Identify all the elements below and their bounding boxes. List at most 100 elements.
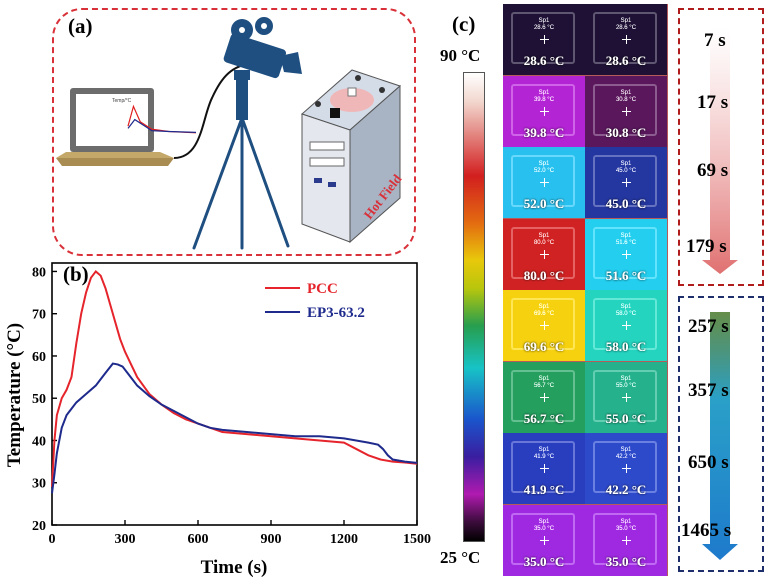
spot-readout: Sp1 42.2 °C: [585, 447, 667, 461]
spot-temp-small: 80.0 °C: [533, 239, 555, 246]
thermal-cell: Sp1 39.8 °C 39.8 °C: [503, 75, 585, 147]
spot-temp-small: 56.7 °C: [533, 382, 555, 389]
crosshair-icon: [540, 35, 549, 44]
crosshair-icon: [540, 106, 549, 116]
spot-temp-small: 69.6 °C: [533, 311, 555, 317]
cable: [173, 62, 253, 159]
spot-temp-small: 42.2 °C: [615, 454, 637, 460]
spot-temp-small: 35.0 °C: [615, 525, 637, 532]
cell-temperature: 41.9 °C: [523, 482, 565, 497]
thermal-cell: Sp1 56.7 °C 56.7 °C: [503, 361, 585, 433]
cell-temperature: 51.6 °C: [605, 267, 647, 283]
thermal-image-grid: Sp1 28.6 °C 28.6 °C Sp1 28.6 °C 28.6 °C Sp1 39.…: [503, 4, 668, 576]
scale-max-label: 90 °C: [440, 46, 481, 65]
crosshair-icon: [622, 35, 631, 44]
color-scale-bar: [463, 72, 485, 542]
setup-illustration: Temp/°C Hot Field: [56, 17, 405, 250]
video-camera-icon: [223, 17, 302, 80]
x-tick-label: 300: [115, 532, 136, 547]
time-arrow-early: [702, 28, 738, 274]
spot-temp-small: 35.0 °C: [533, 525, 555, 532]
time-label-7s: 7 s: [704, 30, 726, 51]
temperature-chart: 0 300 600 900 1200 1500 20 30 40 50 60 70 80 PCC EP3…: [4, 262, 431, 578]
y-tick-label: 60: [32, 350, 46, 365]
cell-temperature: 42.2 °C: [605, 482, 647, 497]
spot-readout: Sp1 28.6 °C: [585, 18, 667, 32]
legend-label-ep3-63-2: EP3-63.2: [307, 305, 365, 321]
panel-b-label: (b): [63, 262, 89, 286]
spot-temp-small: 39.8 °C: [533, 96, 555, 103]
y-tick-label: 50: [32, 392, 46, 407]
y-tick-label: 80: [32, 265, 46, 280]
spot-readout: Sp1 35.0 °C: [503, 519, 585, 533]
cell-temperature: 69.6 °C: [523, 339, 565, 354]
spot-temp-small: 55.0 °C: [615, 382, 637, 389]
spot-label: Sp1: [538, 18, 550, 24]
spot-temp-small: 28.6 °C: [533, 25, 555, 31]
legend: PCC EP3-63.2: [265, 281, 365, 321]
thermal-sample: [593, 155, 657, 207]
spot-readout: Sp1 51.6 °C: [585, 233, 667, 247]
crosshair-icon: [622, 321, 631, 330]
spot-temp-small: 28.6 °C: [615, 25, 637, 31]
spot-readout: Sp1 41.9 °C: [503, 447, 585, 461]
y-tick-label: 40: [32, 434, 46, 449]
spot-label: Sp1: [620, 304, 632, 310]
chart-axes-ticks: 0 300 600 900 1200 1500 20 30 40 50 60 70 80: [32, 265, 431, 547]
spot-readout: Sp1 58.0 °C: [585, 304, 667, 318]
time-label-179s: 179 s: [686, 236, 727, 257]
y-tick-label: 70: [32, 308, 46, 323]
spot-label: Sp1: [538, 89, 550, 96]
spot-label: Sp1: [538, 161, 550, 167]
crosshair-icon: [540, 249, 549, 259]
setup-panel: [52, 8, 416, 256]
thermal-cell: Sp1 58.0 °C 58.0 °C: [585, 290, 667, 361]
spot-readout: Sp1 52.0 °C: [503, 161, 585, 175]
thermal-cell: Sp1 80.0 °C 80.0 °C: [503, 218, 585, 290]
x-tick-label: 900: [261, 532, 282, 547]
thermal-cell: Sp1 35.0 °C 35.0 °C: [503, 504, 585, 576]
spot-temp-small: 41.9 °C: [533, 454, 555, 460]
thermal-cell: Sp1 41.9 °C 41.9 °C: [503, 433, 585, 504]
crosshair-icon: [622, 249, 631, 259]
thermal-cell: Sp1 30.8 °C 30.8 °C: [585, 75, 667, 147]
cell-temperature: 56.7 °C: [523, 410, 565, 426]
spot-readout: Sp1 28.6 °C: [503, 18, 585, 32]
thermal-cell: Sp1 42.2 °C 42.2 °C: [585, 433, 667, 504]
cell-temperature: 30.8 °C: [605, 124, 647, 140]
x-tick-label: 600: [188, 532, 209, 547]
cell-temperature: 55.0 °C: [605, 410, 647, 426]
time-arrow-late: [702, 312, 738, 560]
crosshair-icon: [622, 178, 631, 187]
time-label-257s: 257 s: [688, 316, 729, 337]
time-label-17s: 17 s: [697, 92, 729, 113]
cell-temperature: 28.6 °C: [523, 53, 565, 68]
cell-temperature: 39.8 °C: [523, 124, 565, 140]
thermal-sample: [511, 155, 575, 207]
thermal-cell: Sp1 28.6 °C 28.6 °C: [503, 4, 585, 75]
thermal-sample: [511, 441, 575, 493]
spot-temp-small: 45.0 °C: [615, 168, 637, 174]
crosshair-icon: [622, 464, 631, 473]
spot-label: Sp1: [620, 518, 632, 525]
crosshair-icon: [540, 535, 549, 545]
crosshair-icon: [540, 392, 549, 402]
scale-min-label: 25 °C: [440, 548, 481, 567]
series-line-pcc: [51, 270, 418, 488]
crosshair-icon: [540, 321, 549, 330]
x-tick-label: 1200: [330, 532, 358, 547]
tripod-icon: [192, 80, 290, 250]
y-axis-title: Temperature (°C): [4, 323, 25, 467]
plot-frame: [51, 262, 418, 526]
spot-readout: Sp1 80.0 °C: [503, 233, 585, 247]
thermal-sample: [511, 226, 575, 279]
cell-temperature: 58.0 °C: [605, 339, 647, 354]
crosshair-icon: [540, 464, 549, 473]
crosshair-icon: [622, 535, 631, 545]
spot-label: Sp1: [538, 304, 550, 310]
thermal-cell: Sp1 35.0 °C 35.0 °C: [585, 504, 667, 576]
crosshair-icon: [622, 392, 631, 402]
spot-label: Sp1: [538, 447, 550, 453]
time-box-early: [678, 8, 764, 286]
cell-temperature: 52.0 °C: [523, 196, 565, 211]
